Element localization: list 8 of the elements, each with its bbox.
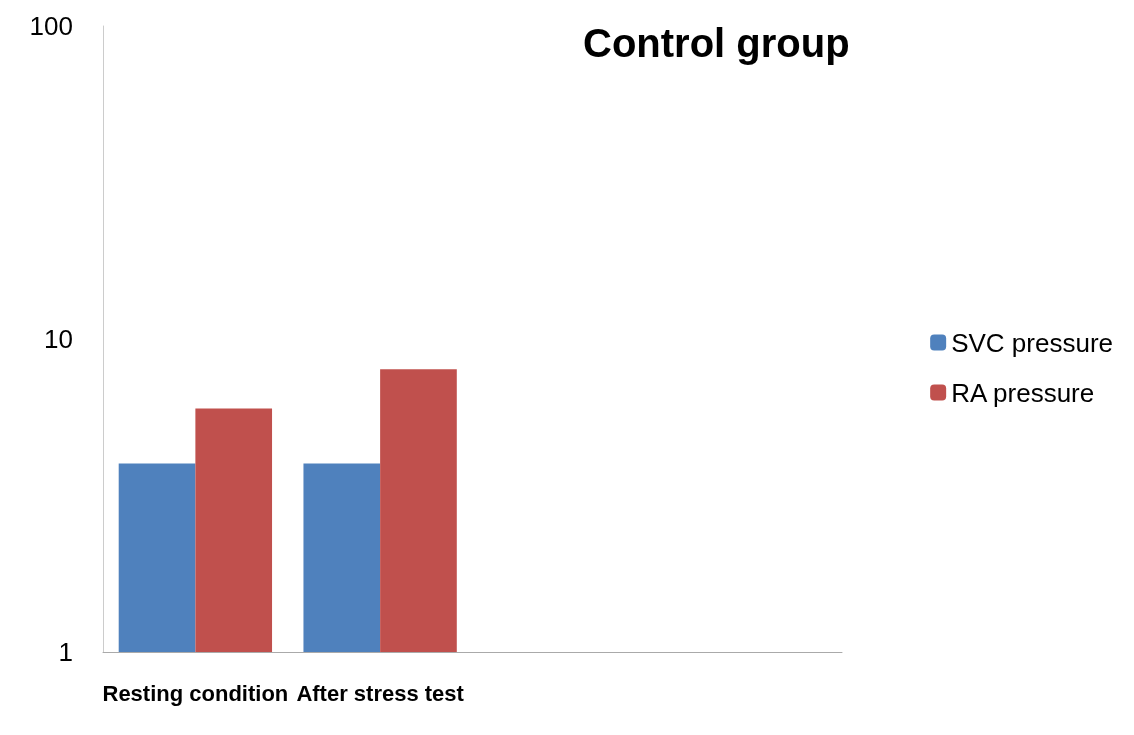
legend-label: SVC pressure	[951, 327, 1113, 358]
y-tick-label: 10	[44, 324, 73, 354]
y-tick-label: 100	[29, 11, 73, 41]
legend-label: RA pressure	[951, 377, 1095, 408]
x-tick-label: After stress test	[296, 680, 465, 706]
y-tick-label: 1	[58, 637, 73, 667]
x-tick-label: Resting condition	[102, 680, 289, 706]
chart-title: Control group	[583, 21, 850, 65]
